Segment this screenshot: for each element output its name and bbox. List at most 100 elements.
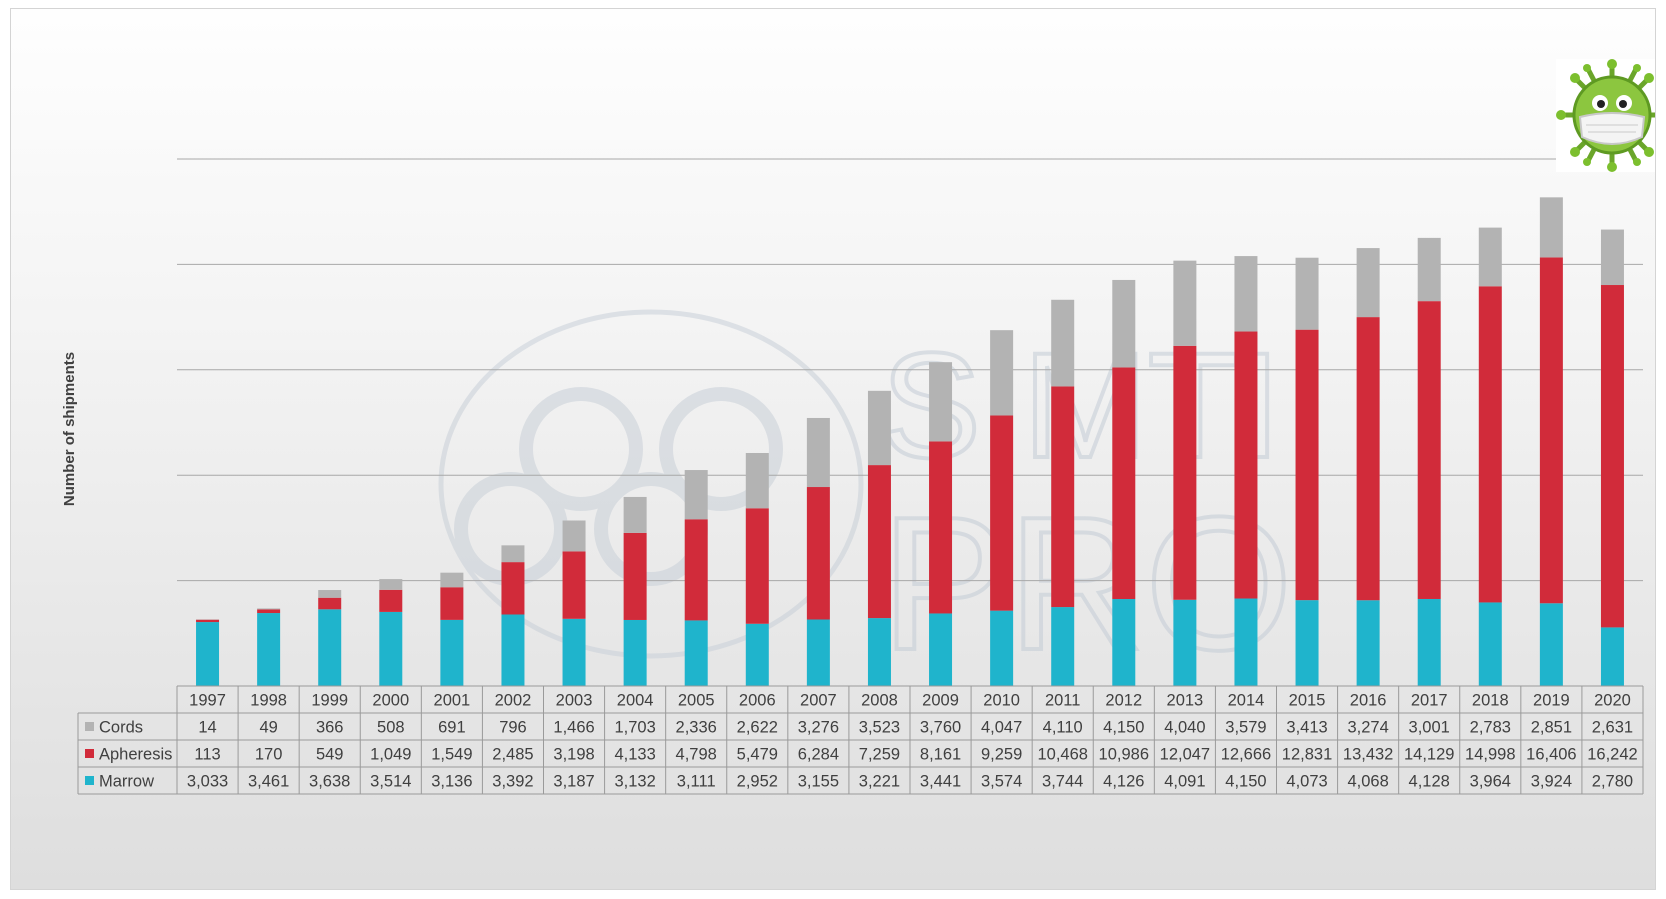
bar-cords [318,590,342,598]
bar-apheresis [1234,331,1258,599]
tick-label: 2001 [434,692,471,710]
bar-apheresis [1356,317,1380,601]
data-label: 3,274 [1347,719,1388,737]
data-label: 4,133 [614,746,655,764]
data-label: 2,336 [676,719,717,737]
bar-apheresis [379,589,403,612]
data-label: 2,622 [737,719,778,737]
legend-label: Cords [99,719,143,737]
data-label: 3,198 [553,746,594,764]
tick-label: 2006 [739,692,776,710]
bar-cords [1295,257,1319,330]
tick-label: 2017 [1411,692,1448,710]
bar-apheresis [745,508,769,624]
data-label: 13,432 [1343,746,1393,764]
bar-apheresis [1478,286,1502,603]
tick-label: 1998 [250,692,287,710]
tick-label: 2010 [983,692,1020,710]
tick-label: 2018 [1472,692,1509,710]
bar-cords [1173,260,1197,346]
bar-marrow [1478,602,1502,686]
bar-cords [684,470,708,520]
data-label: 3,638 [309,773,350,791]
data-label: 3,514 [370,773,411,791]
data-label: 5,479 [737,746,778,764]
tick-label: 2008 [861,692,898,710]
data-label: 4,091 [1164,773,1205,791]
bar-marrow [257,613,281,686]
data-label: 4,150 [1103,719,1144,737]
data-label: 3,392 [492,773,533,791]
data-label: 12,831 [1282,746,1332,764]
bar-marrow [1539,603,1563,686]
tick-label: 2003 [556,692,593,710]
bar-apheresis [1173,345,1197,600]
legend-swatch [85,776,94,785]
data-label: 1,703 [614,719,655,737]
bar-marrow [318,609,342,686]
data-label: 1,049 [370,746,411,764]
bar-cords [1600,229,1624,286]
data-label: 3,132 [614,773,655,791]
bar-apheresis [684,519,708,621]
bar-cords [1112,279,1136,368]
data-label: 170 [255,746,283,764]
bar-marrow [562,618,586,686]
data-label: 16,242 [1587,746,1637,764]
data-label: 2,485 [492,746,533,764]
data-label: 9,259 [981,746,1022,764]
bar-marrow [1295,600,1319,686]
bar-marrow [379,611,403,686]
bar-marrow [1356,600,1380,686]
bar-cords [257,608,281,610]
bars [196,197,1624,686]
data-label: 4,073 [1286,773,1327,791]
tick-label: 2004 [617,692,654,710]
data-label: 14,129 [1404,746,1454,764]
data-label: 691 [438,719,466,737]
bar-apheresis [257,609,281,614]
data-label: 3,744 [1042,773,1083,791]
bar-cords [1356,248,1380,318]
tick-label: 2012 [1105,692,1142,710]
bar-marrow [1234,598,1258,686]
tick-label: 2011 [1045,692,1080,710]
bar-marrow [440,619,464,686]
data-label: 3,523 [859,719,900,737]
data-label: 4,798 [676,746,717,764]
watermark-ring [438,309,864,659]
tick-label: 2016 [1350,692,1387,710]
bar-apheresis [501,562,525,615]
data-label: 12,666 [1221,746,1271,764]
bar-cords [867,390,891,466]
bar-marrow [1600,627,1624,686]
bar-apheresis [1417,301,1441,599]
tick-label: 2009 [922,692,959,710]
tick-label: 2002 [495,692,532,710]
bar-cords [501,545,525,563]
data-label: 3,136 [431,773,472,791]
bar-cords [1051,299,1075,387]
bar-apheresis [1600,285,1624,628]
data-label: 3,111 [677,773,716,791]
data-label: 508 [377,719,405,737]
data-label: 366 [316,719,344,737]
data-label: 3,155 [798,773,839,791]
tick-label: 2005 [678,692,715,710]
data-label: 4,150 [1225,773,1266,791]
data-label: 3,413 [1286,719,1327,737]
data-label: 2,952 [737,773,778,791]
data-label: 3,461 [248,773,289,791]
bar-cords [379,579,403,590]
data-label: 3,221 [859,773,900,791]
data-label: 4,128 [1409,773,1450,791]
bar-marrow [1417,598,1441,686]
bar-apheresis [318,597,342,610]
bar-marrow [867,618,891,686]
bar-cords [929,362,953,442]
tick-label: 2013 [1167,692,1204,710]
data-label: 10,986 [1099,746,1149,764]
tick-label: 2000 [372,692,409,710]
data-label: 10,468 [1037,746,1087,764]
